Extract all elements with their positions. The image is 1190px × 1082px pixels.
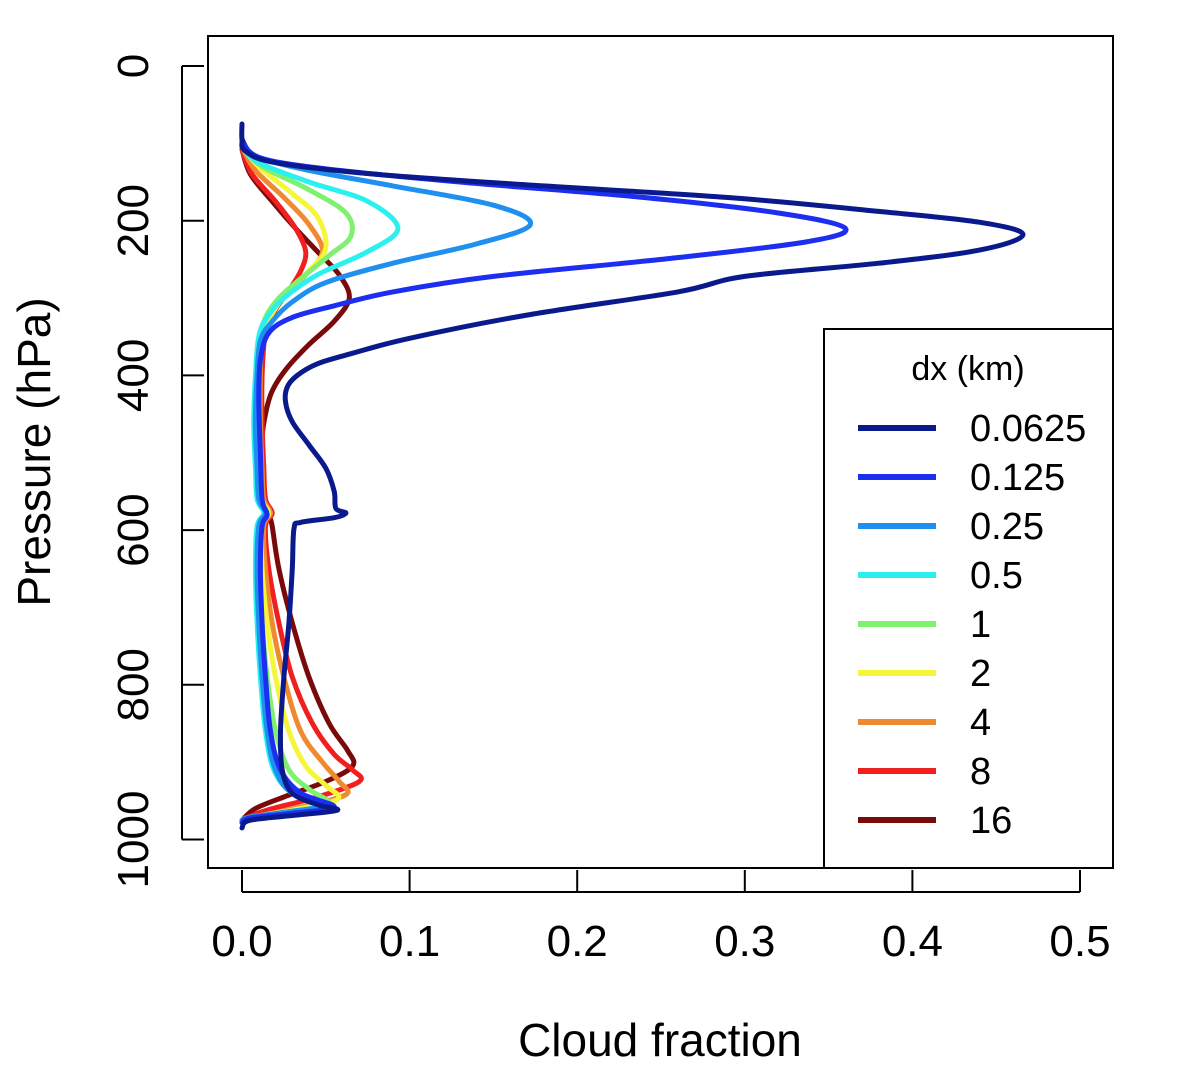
legend-label-0.125: 0.125: [970, 457, 1065, 499]
legend-label-1: 1: [970, 604, 991, 646]
y-tick-label: 0: [109, 54, 158, 78]
legend-label-8: 8: [970, 751, 991, 793]
x-tick-label: 0.5: [1049, 917, 1110, 966]
y-tick-label: 200: [109, 184, 158, 257]
legend-label-16: 16: [970, 800, 1012, 842]
legend-box: [823, 328, 1114, 869]
legend-label-0.5: 0.5: [970, 555, 1023, 597]
x-tick-label: 0.4: [882, 917, 943, 966]
x-tick-label: 0.1: [379, 917, 440, 966]
x-axis: 0.0 0.1 0.2 0.3 0.4 0.5: [211, 870, 1111, 966]
y-axis-label: Pressure (hPa): [8, 297, 60, 606]
y-axis: 0 200 400 600 800 1000: [109, 54, 204, 889]
series-line-0.125: [239, 137, 849, 825]
legend-label-2: 2: [970, 653, 991, 695]
y-tick-label: 600: [109, 493, 158, 566]
legend-label-0.0625: 0.0625: [970, 408, 1086, 450]
legend-label-0.25: 0.25: [970, 506, 1044, 548]
series-line-0.25: [239, 140, 533, 825]
x-axis-label: Cloud fraction: [518, 1014, 802, 1066]
series-line-0.0625: [239, 121, 1026, 831]
series-layer: [239, 121, 1026, 831]
y-tick-label: 800: [109, 648, 158, 721]
legend-title: dx (km): [911, 350, 1024, 388]
legend-layer: 0.0625 0.125 0.25 0.5 1 2 4 8 16: [858, 408, 1086, 842]
x-tick-label: 0.3: [714, 917, 775, 966]
y-tick-label: 1000: [109, 791, 158, 889]
y-tick-label: 400: [109, 339, 158, 412]
plot-frame: [207, 35, 1114, 869]
legend-label-4: 4: [970, 702, 991, 744]
x-tick-label: 0.0: [211, 917, 272, 966]
x-tick-label: 0.2: [547, 917, 608, 966]
